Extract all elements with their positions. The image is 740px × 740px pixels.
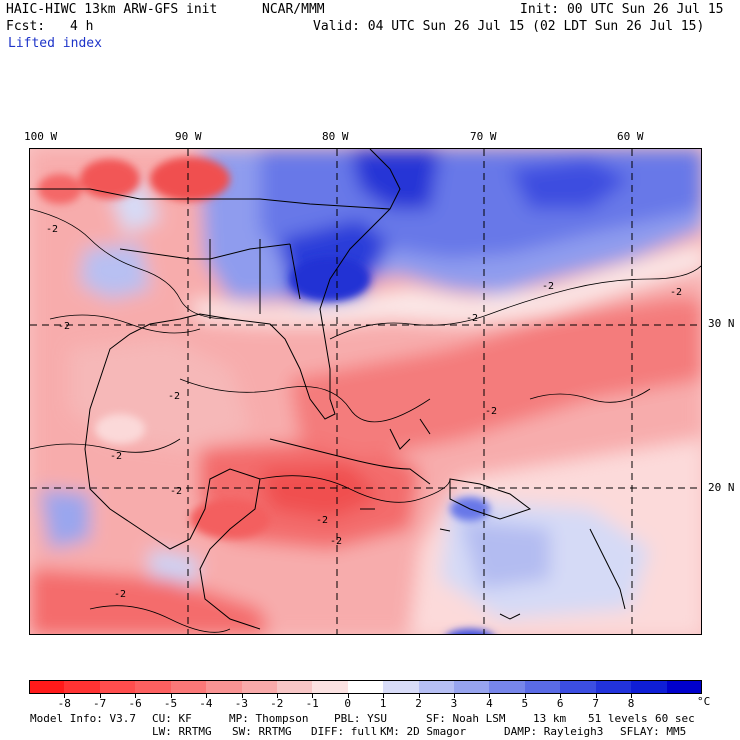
colorbar-swatch (489, 680, 526, 694)
contour-label: -2 (46, 224, 58, 235)
lon-label-100w: 100 W (24, 130, 58, 143)
contour-label: -2 (170, 486, 182, 497)
colorbar-tick-label: 0 (344, 697, 351, 710)
resolution: 13 km (533, 712, 567, 725)
colorbar-tick-label: -4 (199, 697, 213, 710)
forecast-hour: 4 h (70, 19, 94, 34)
colorbar-swatch (383, 680, 420, 694)
model-title: HAIC-HIWC 13km ARW-GFS init (6, 2, 218, 17)
lon-label-60w: 60 W (617, 130, 644, 143)
colorbar-tick-mark (418, 694, 420, 698)
colorbar-tick-mark (312, 694, 314, 698)
colorbar-tick-label: -3 (234, 697, 248, 710)
shortwave-scheme: SW: RRTMG (232, 725, 292, 738)
diffusion: DIFF: full (311, 725, 378, 738)
colorbar-tick-mark (560, 694, 562, 698)
colorbar-swatch (524, 680, 561, 694)
contour-label: -2 (670, 287, 682, 298)
colorbar-swatch (347, 680, 384, 694)
model-info: Model Info: V3.7 (30, 712, 136, 725)
longwave-scheme: LW: RRTMG (152, 725, 212, 738)
init-time: Init: 00 UTC Sun 26 Jul 15 (520, 2, 724, 17)
field-name: Lifted index (8, 36, 102, 51)
colorbar-tick-mark (631, 694, 633, 698)
contour-label: -2 (168, 391, 180, 402)
colorbar-tick-mark (135, 694, 137, 698)
colorbar-swatch (170, 680, 207, 694)
lifted-index-map: -2 -2 -2 -2 -2 -2 -2 -2 -2 -2 -2 -2 (29, 148, 702, 635)
pbl-scheme: PBL: YSU (334, 712, 387, 725)
colorbar-swatch (276, 680, 313, 694)
contour-label: -2 (316, 515, 328, 526)
lon-label-90w: 90 W (175, 130, 202, 143)
contour-label: -2 (110, 451, 122, 462)
lon-label-70w: 70 W (470, 130, 497, 143)
colorbar-tick-label: 6 (556, 697, 564, 710)
colorbar-tick-label: 1 (379, 697, 387, 710)
colorbar-tick-label: 4 (486, 697, 493, 710)
colorbar-tick-label: 3 (450, 697, 458, 710)
damping: DAMP: Rayleigh3 (504, 725, 604, 738)
colorbar-tick-mark (524, 694, 526, 698)
surface-scheme: SF: Noah LSM (426, 712, 506, 725)
colorbar-swatch (454, 680, 490, 694)
colorbar-tick-mark (454, 694, 456, 698)
contour-label: -2 (58, 321, 70, 332)
km-option: KM: 2D Smagor (380, 725, 467, 738)
colorbar-swatch (595, 680, 632, 694)
colorbar-tick-mark (383, 694, 385, 698)
colorbar-unit: °C (697, 695, 711, 708)
forecast-label: Fcst: (6, 19, 46, 34)
colorbar-swatch (666, 680, 703, 694)
colorbar-tick-mark (241, 694, 243, 698)
lon-label-80w: 80 W (322, 130, 349, 143)
contour-label: -2 (466, 313, 478, 324)
colorbar-tick-mark (206, 694, 208, 698)
colorbar (29, 680, 703, 694)
colorbar-tick-label: -2 (270, 697, 284, 710)
colorbar-swatch (99, 680, 136, 694)
colorbar-swatch (418, 680, 455, 694)
cumulus-scheme: CU: KF (152, 712, 192, 725)
colorbar-swatch (631, 680, 668, 694)
microphysics-scheme: MP: Thompson (229, 712, 309, 725)
colorbar-swatch (560, 680, 597, 694)
colorbar-tick-label: -8 (57, 697, 71, 710)
colorbar-tick-label: -6 (128, 697, 142, 710)
colorbar-tick-label: 8 (627, 697, 635, 710)
timestep: 60 sec (655, 712, 695, 725)
lat-label-20n: 20 N (708, 481, 735, 494)
colorbar-tick-label: 5 (521, 697, 529, 710)
lat-label-30n: 30 N (708, 317, 735, 330)
colorbar-swatch (206, 680, 242, 694)
surface-layer: SFLAY: MM5 (620, 725, 687, 738)
center-label: NCAR/MMM (262, 2, 325, 17)
colorbar-tick-mark (170, 694, 172, 698)
colorbar-swatch (135, 680, 172, 694)
colorbar-tick-mark (99, 694, 101, 698)
colorbar-tick-mark (64, 694, 66, 698)
colorbar-tick-mark (595, 694, 597, 698)
colorbar-tick-label: -5 (163, 697, 178, 710)
colorbar-tick-label: -1 (305, 697, 319, 710)
colorbar-tick-label: 2 (415, 697, 422, 710)
colorbar-border (29, 680, 702, 694)
colorbar-swatch (241, 680, 278, 694)
colorbar-tick-mark (276, 694, 278, 698)
contour-label: -2 (542, 281, 554, 292)
contour-label: -2 (114, 589, 126, 600)
colorbar-tick-mark (489, 694, 491, 698)
valid-time: Valid: 04 UTC Sun 26 Jul 15 (02 LDT Sun … (313, 19, 705, 34)
levels: 51 levels (588, 712, 648, 725)
colorbar-tick-label: 7 (592, 697, 599, 710)
colorbar-tick-label: -7 (93, 697, 107, 710)
contour-label: -2 (485, 406, 497, 417)
colorbar-swatch (29, 680, 65, 694)
colorbar-tick-mark (347, 694, 349, 698)
contour-label: -2 (330, 536, 342, 547)
colorbar-swatch (64, 680, 101, 694)
colorbar-swatch (312, 680, 349, 694)
